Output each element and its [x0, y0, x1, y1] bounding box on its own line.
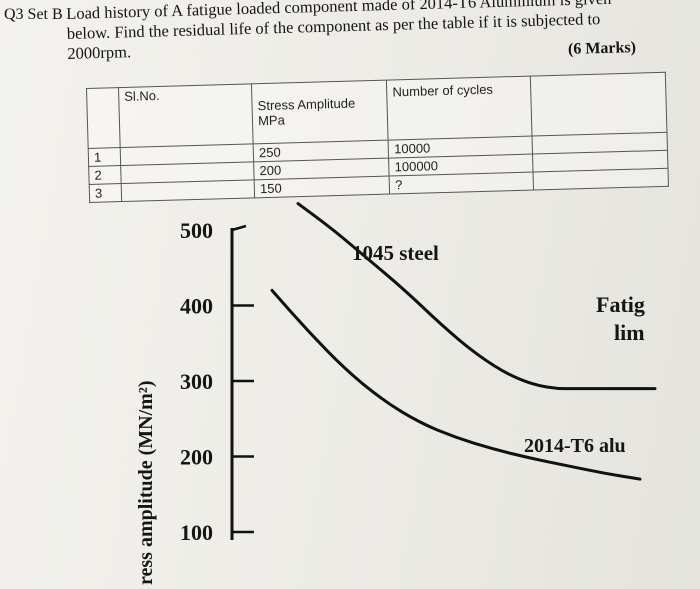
y-tick-label: 500 [180, 218, 213, 243]
series-line [296, 202, 657, 391]
y-tick [231, 224, 247, 232]
header-blank [530, 72, 667, 137]
table-cell-cycles: ? [389, 172, 534, 195]
curves [270, 202, 657, 481]
curve-annotation: 2014-T6 alu [524, 435, 626, 457]
table-cell-blank [121, 179, 255, 202]
y-tick-label: 100 [180, 520, 213, 545]
table-spacer-cell [86, 87, 121, 149]
curve-annotation: 1045 steel [352, 241, 439, 265]
table-cell-sl: 1 [88, 147, 121, 167]
curve-annotation: lim [614, 320, 645, 345]
y-tick-label: 300 [180, 369, 213, 394]
header-number-of-cycles: Number of cycles [386, 76, 532, 141]
annotations: 1045 steel Fatig lim 2014-T6 alu [352, 241, 645, 457]
header-sl-no: Sl.No. [118, 83, 254, 148]
series-line [270, 288, 642, 481]
load-history-table: Sl.No. Stress Amplitude MPa Number of cy… [86, 71, 669, 203]
y-tick-label: 400 [180, 294, 213, 319]
y-axis: 500 400 300 200 100 [180, 218, 254, 545]
curve-annotation: Fatig [596, 292, 645, 317]
sn-curve-chart: ress amplitude (MN/m²) 500 400 300 200 100 1… [135, 202, 657, 586]
question-id: Q3 Set B [4, 6, 63, 23]
table-cell-stress: 150 [254, 176, 390, 198]
marks-label: (6 Marks) [567, 39, 637, 58]
header-stress-amplitude: Stress Amplitude MPa [251, 80, 389, 144]
y-axis-label: ress amplitude (MN/m²) [135, 381, 157, 586]
table-cell-sl: 2 [88, 165, 122, 185]
table-cell-extra [532, 168, 669, 191]
y-tick-label: 200 [180, 445, 213, 470]
